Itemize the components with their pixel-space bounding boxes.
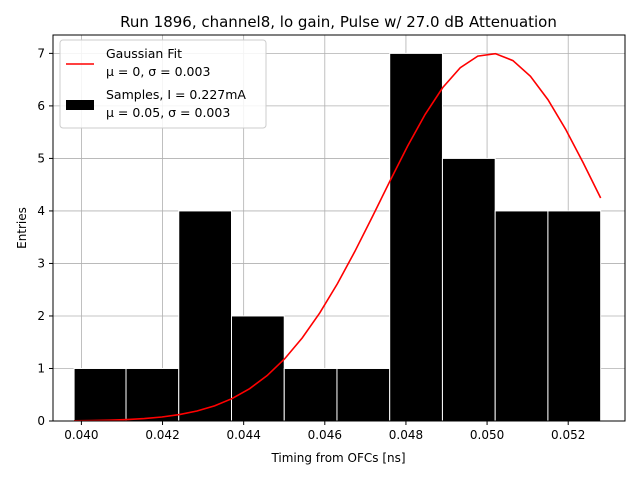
legend-box <box>59 39 267 129</box>
y-tick-label: 1 <box>37 361 45 375</box>
legend-samples-swatch <box>66 100 94 110</box>
y-tick-label: 3 <box>37 256 45 270</box>
x-tick-label: 0.044 <box>226 428 260 442</box>
x-axis-label: Timing from OFCs [ns] <box>270 451 405 465</box>
x-axis-ticks: 0.040 0.042 0.044 0.046 0.048 0.050 0.052 <box>64 421 585 442</box>
legend-samples-stats: μ = 0.05, σ = 0.003 <box>106 105 230 120</box>
plot-frame <box>52 34 626 422</box>
legend-fit-stats: μ = 0, σ = 0.003 <box>106 64 210 79</box>
histogram-bar <box>125 367 180 422</box>
legend-fit-name: Gaussian Fit <box>106 46 182 61</box>
x-tick-label: 0.052 <box>551 428 585 442</box>
histogram-bar <box>494 210 549 422</box>
y-axis-ticks: 0 1 2 3 4 5 6 7 <box>37 46 53 428</box>
histogram-bar <box>283 367 338 422</box>
legend: Gaussian Fit μ = 0, σ = 0.003 Samples, I… <box>59 39 267 129</box>
histogram-bar <box>547 210 602 422</box>
y-axis-label: Entries <box>15 207 29 249</box>
histogram-bar <box>178 210 232 422</box>
histogram-bar <box>336 367 391 422</box>
y-tick-label: 7 <box>37 46 45 60</box>
plot-border <box>52 34 626 422</box>
histogram-bar <box>73 367 127 422</box>
x-tick-label: 0.048 <box>389 428 423 442</box>
x-tick-label: 0.040 <box>64 428 98 442</box>
y-tick-label: 6 <box>37 99 45 113</box>
y-tick-label: 2 <box>37 309 45 323</box>
y-tick-label: 0 <box>37 414 45 428</box>
histogram-bar <box>441 157 496 422</box>
histogram-bar <box>389 52 443 422</box>
chart-title: Run 1896, channel8, lo gain, Pulse w/ 27… <box>120 13 557 31</box>
y-tick-label: 5 <box>37 151 45 165</box>
x-tick-label: 0.050 <box>470 428 504 442</box>
histogram-bar <box>230 315 285 422</box>
x-tick-label: 0.046 <box>308 428 342 442</box>
x-tick-label: 0.042 <box>145 428 179 442</box>
histogram-bars <box>73 52 602 422</box>
y-tick-label: 4 <box>37 204 45 218</box>
fit-curve <box>74 52 602 422</box>
gaussian-fit <box>74 52 602 422</box>
legend-samples-name: Samples, I = 0.227mA <box>106 87 246 102</box>
